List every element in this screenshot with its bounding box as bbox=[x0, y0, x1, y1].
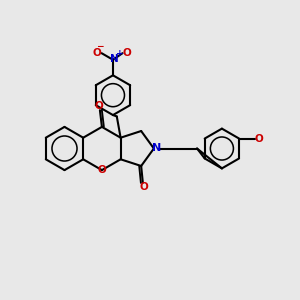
Text: O: O bbox=[122, 48, 131, 58]
Text: O: O bbox=[254, 134, 263, 144]
Text: N: N bbox=[152, 143, 161, 153]
Text: O: O bbox=[140, 182, 148, 192]
Text: N: N bbox=[110, 55, 118, 64]
Text: O: O bbox=[93, 48, 102, 58]
Text: −: − bbox=[96, 42, 104, 51]
Text: O: O bbox=[98, 165, 106, 176]
Text: O: O bbox=[94, 101, 103, 111]
Text: +: + bbox=[116, 49, 123, 58]
